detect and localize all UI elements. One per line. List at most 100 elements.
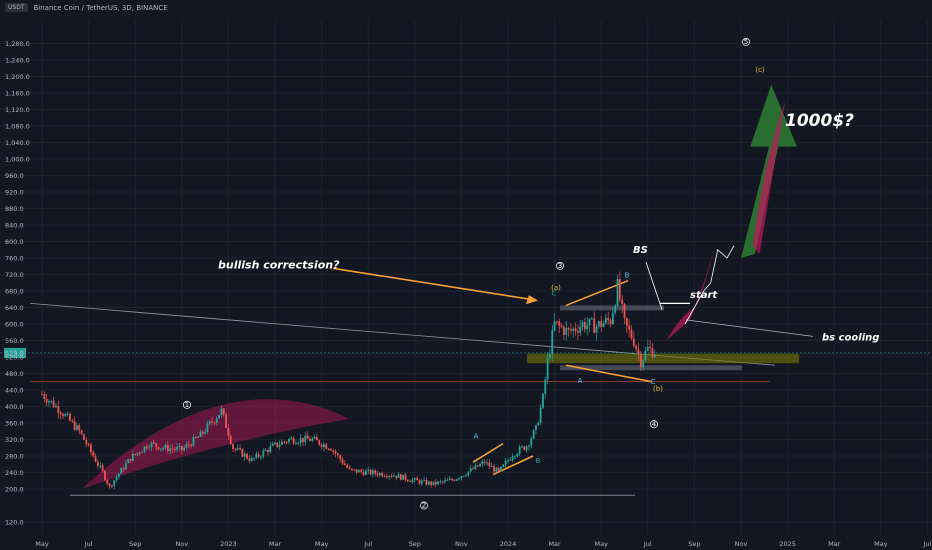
candle-body: [325, 444, 328, 449]
candle-body: [350, 468, 353, 470]
candle-body: [64, 414, 67, 417]
candle-body: [639, 354, 642, 368]
candle-body: [341, 459, 344, 464]
candle-body: [558, 321, 561, 326]
x-tick-label: Mar: [828, 540, 841, 548]
candle-body: [239, 448, 241, 450]
candle-body: [169, 448, 172, 452]
candle-body: [577, 331, 579, 333]
candle-body: [583, 322, 586, 330]
wave-1-label: 1: [185, 401, 189, 409]
sub-c2-label: C: [651, 378, 656, 386]
annotation-labels: 529.8 bullish correctsion? BS start bs cooli…: [5, 37, 879, 510]
candle-body: [539, 407, 542, 423]
sub-a2-label: A: [578, 377, 583, 385]
candle-body: [97, 461, 99, 466]
candle-body: [476, 465, 479, 467]
candle-body: [213, 422, 216, 424]
candle-body: [309, 438, 311, 442]
candle-body: [297, 442, 300, 444]
candle-body: [71, 420, 74, 422]
candle-body: [553, 321, 556, 331]
candle-body: [346, 465, 349, 468]
candle-body: [509, 459, 512, 461]
wave-2-label: 2: [422, 502, 426, 510]
y-tick-label: 800.0: [5, 238, 24, 246]
x-tick-label: May: [874, 540, 888, 548]
y-tick-label: 520.0: [5, 354, 24, 362]
candle-body: [185, 444, 188, 448]
candle-body: [444, 480, 446, 482]
y-tick-label: 840.0: [5, 222, 24, 230]
candle-body: [413, 478, 416, 480]
candle-body: [253, 457, 255, 459]
candle-body: [155, 443, 158, 447]
candle-body: [390, 475, 393, 477]
orange-trend-line: [565, 279, 629, 307]
candle-body: [339, 455, 342, 460]
candle-body: [50, 400, 53, 402]
candle-body: [127, 458, 130, 464]
x-tick-label: Sep: [129, 540, 141, 548]
candle-body: [632, 338, 635, 347]
candle-body: [579, 326, 582, 333]
candle-body: [532, 430, 535, 439]
candle-body: [602, 323, 605, 328]
y-tick-label: 880.0: [5, 205, 24, 213]
candle-body: [134, 453, 137, 455]
bs-cooling-line: [685, 319, 814, 337]
wave-b-label: (b): [653, 385, 663, 393]
candle-body: [236, 448, 239, 450]
sub-b2-label: B: [625, 271, 630, 279]
y-tick-label: 1,000.0: [5, 156, 30, 164]
candle-body: [367, 469, 370, 472]
candle-body: [567, 327, 570, 330]
candle-body: [164, 444, 167, 449]
candle-body: [364, 471, 367, 475]
wave-5-label: 5: [744, 38, 748, 46]
candle-body: [323, 444, 325, 448]
candle-body: [441, 481, 444, 483]
candle-body: [260, 456, 262, 458]
candle-body: [588, 318, 591, 326]
candle-body: [528, 445, 530, 447]
y-tick-label: 1,280.0: [5, 40, 30, 48]
candle-body: [518, 446, 521, 454]
wave-2-label-circle: [420, 501, 428, 510]
candle-body: [76, 425, 78, 430]
candle-body: [570, 329, 572, 331]
candle-body: [106, 480, 109, 484]
candle-body: [623, 304, 626, 318]
candle-body: [465, 475, 467, 477]
candle-body: [318, 440, 321, 445]
x-axis: May Jul Sep Nov 2023 Mar May Jul Sep Nov 2024 Mar Ma…: [35, 540, 931, 548]
candle-body: [62, 414, 64, 417]
wave-3-label: 3: [558, 262, 562, 270]
candle-body: [430, 481, 433, 485]
candle-body: [586, 325, 589, 330]
candle-body: [264, 450, 267, 452]
candle-body: [255, 453, 258, 458]
candle-body: [572, 328, 575, 331]
candle-body: [371, 470, 374, 475]
candle-body: [630, 329, 633, 339]
sub-c-label: C: [552, 290, 557, 298]
candle-body: [229, 435, 232, 445]
wave-4-label: 4: [652, 420, 657, 428]
y-tick-label: 1,160.0: [5, 90, 30, 98]
candle-body: [243, 453, 246, 457]
candle-body: [574, 328, 577, 332]
candle-body: [73, 421, 76, 430]
chart-header: USDT Binance Coin / TetherUS, 3D, BINANC…: [5, 3, 168, 12]
candle-body: [190, 444, 193, 447]
x-tick-label: 2024: [500, 540, 517, 548]
x-tick-label: Nov: [455, 540, 468, 548]
last-price-badge: [4, 347, 26, 358]
x-tick-label: Nov: [175, 540, 188, 548]
candle-body: [458, 478, 460, 480]
candle-body: [152, 442, 155, 444]
candle-body: [124, 463, 127, 470]
y-tick-label: 640.0: [5, 304, 24, 312]
candle-body: [420, 480, 423, 484]
